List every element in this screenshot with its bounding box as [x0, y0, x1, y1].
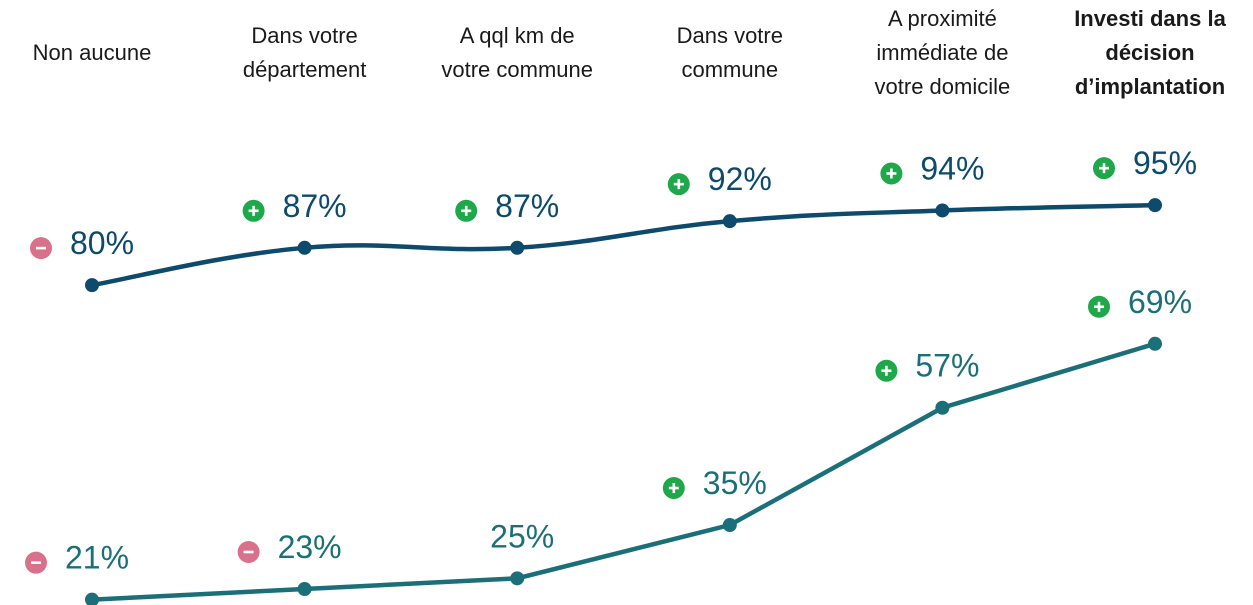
category-label: Dans votre département	[243, 23, 367, 82]
category-label: Dans votre commune	[677, 23, 783, 82]
value-label: 57%	[915, 348, 979, 384]
value-label: 69%	[1128, 284, 1192, 320]
value-label: 23%	[278, 529, 342, 565]
data-point	[510, 571, 525, 586]
significance-icon	[880, 162, 903, 185]
data-point	[935, 400, 950, 415]
category-label: A qql km de votre commune	[441, 23, 593, 82]
value-label: 87%	[495, 188, 559, 224]
value-label: 21%	[65, 540, 129, 576]
significance-icon	[242, 199, 265, 222]
significance-icon	[875, 359, 898, 382]
category-label: Investi dans la décision d’implantation	[1074, 6, 1226, 99]
data-point	[510, 240, 525, 255]
category-label: Non aucune	[33, 40, 152, 65]
significance-icon	[455, 199, 478, 222]
significance-icon	[25, 551, 47, 574]
data-point	[935, 203, 950, 218]
significance-icon	[662, 477, 685, 500]
value-label: 94%	[920, 150, 984, 186]
value-label: 25%	[490, 518, 554, 554]
value-label: 80%	[70, 225, 134, 261]
data-point	[1148, 336, 1162, 351]
category-label: A proximité immédiate de votre domicile	[875, 6, 1011, 99]
data-point	[85, 278, 99, 293]
series-line	[89, 341, 1158, 602]
value-label: 95%	[1133, 145, 1197, 181]
value-label: 35%	[703, 465, 767, 501]
data-point	[722, 214, 737, 229]
data-point	[85, 592, 99, 605]
data-point	[297, 240, 312, 255]
significance-icon	[30, 237, 52, 260]
value-label: 92%	[708, 161, 772, 197]
significance-icon	[1088, 295, 1110, 318]
series-line	[89, 202, 1158, 288]
data-point	[1148, 198, 1162, 213]
data-point	[297, 582, 312, 597]
value-label: 87%	[283, 188, 347, 224]
data-point	[722, 518, 737, 533]
significance-icon	[1093, 157, 1115, 180]
significance-icon	[667, 173, 690, 196]
significance-icon	[237, 541, 260, 564]
